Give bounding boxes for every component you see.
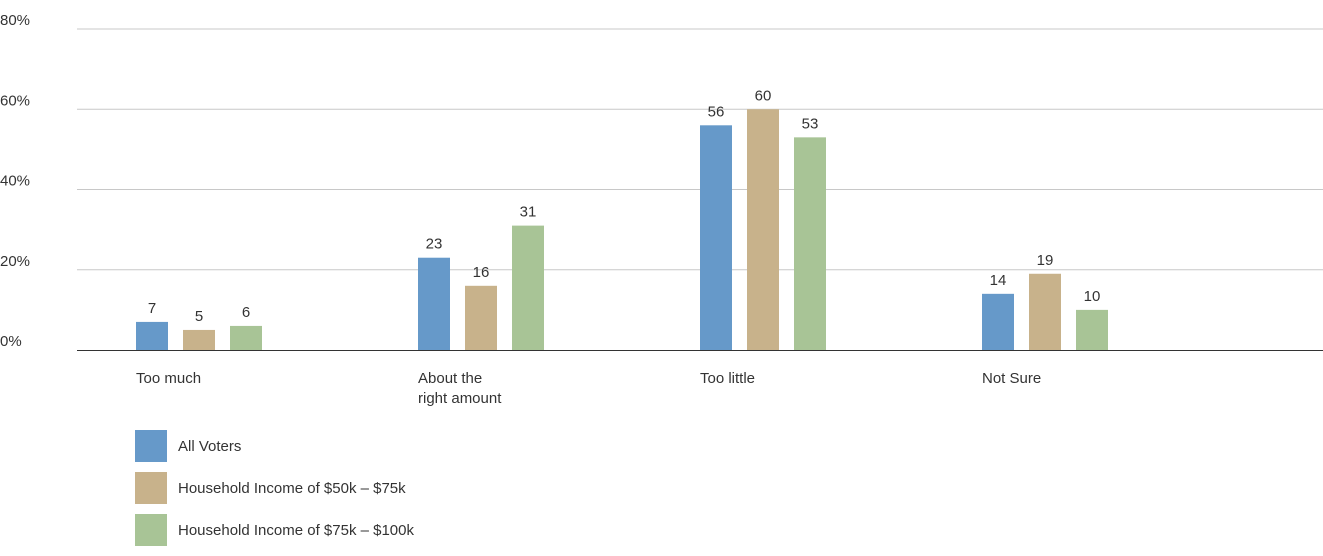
x-category-label-line: Too much (136, 370, 201, 387)
bar (418, 257, 450, 350)
y-tick-label: 40% (0, 173, 30, 190)
bar (465, 285, 497, 350)
bar (183, 329, 215, 350)
legend-item-all-voters: All Voters (135, 430, 414, 462)
bar-value-label: 31 (520, 204, 537, 221)
x-category-label: About the right amount (418, 370, 502, 407)
y-tick-label: 20% (0, 253, 30, 270)
bar (1076, 309, 1108, 350)
bar-value-label: 7 (148, 300, 156, 317)
x-category-label-line: right amount (418, 390, 502, 407)
bar-value-label: 10 (1084, 288, 1101, 305)
y-tick-label: 80% (0, 12, 30, 29)
bar (794, 137, 826, 350)
legend-item-income-50k-75k: Household Income of $50k – $75k (135, 472, 414, 504)
bar (747, 109, 779, 350)
x-category-label: Too little (700, 370, 755, 387)
x-category-label-line: Too little (700, 370, 755, 387)
bar-value-label: 56 (708, 103, 725, 120)
x-category-label-line: About the (418, 370, 482, 387)
bar (1029, 273, 1061, 350)
y-tick-label: 0% (0, 333, 22, 350)
bar-value-label: 19 (1037, 252, 1054, 269)
x-category-label: Too much (136, 370, 201, 387)
y-tick-label: 60% (0, 92, 30, 109)
bar-value-label: 16 (473, 264, 490, 281)
bar-value-label: 53 (802, 115, 819, 132)
bar-value-label: 5 (195, 308, 203, 325)
legend-item-income-75k-100k: Household Income of $75k – $100k (135, 514, 414, 546)
legend-swatch-income-50k-75k (135, 472, 167, 504)
legend: All Voters Household Income of $50k – $7… (135, 430, 414, 556)
legend-label-all-voters: All Voters (178, 437, 242, 455)
bar-value-label: 14 (990, 272, 1007, 289)
bar-value-label: 60 (755, 87, 772, 104)
bar-value-label: 6 (242, 304, 250, 321)
bar-value-label: 23 (426, 236, 443, 253)
legend-swatch-income-75k-100k (135, 514, 167, 546)
bar (512, 225, 544, 350)
bar (982, 293, 1014, 350)
legend-label-income-50k-75k: Household Income of $50k – $75k (178, 479, 406, 497)
legend-label-income-75k-100k: Household Income of $75k – $100k (178, 521, 414, 539)
legend-swatch-all-voters (135, 430, 167, 462)
bar (230, 325, 262, 350)
bar (136, 321, 168, 350)
x-category-label-line: Not Sure (982, 370, 1041, 387)
x-category-label: Not Sure (982, 370, 1041, 387)
bar (700, 125, 732, 350)
